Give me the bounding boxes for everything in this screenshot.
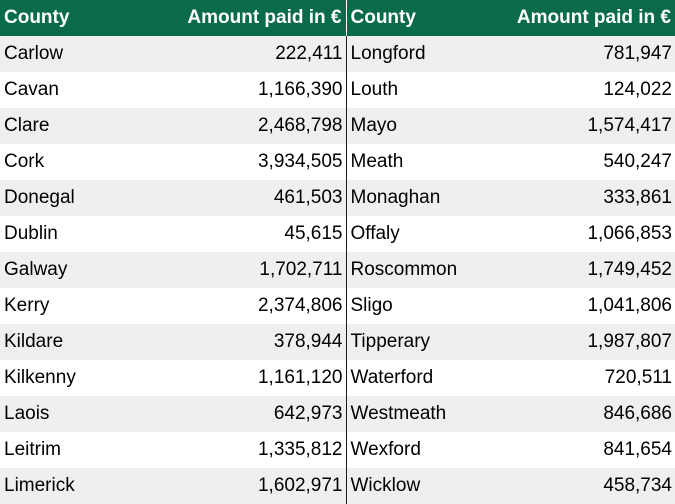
amount-cell-left: 1,335,812: [150, 432, 347, 468]
county-cell-left: Laois: [0, 396, 150, 432]
amount-cell-left: 1,166,390: [150, 72, 347, 108]
amount-column-header-right: Amount paid in €: [486, 0, 675, 36]
county-cell-right: Mayo: [346, 108, 486, 144]
amount-cell-left: 642,973: [150, 396, 347, 432]
amount-cell-left: 461,503: [150, 180, 347, 216]
amount-cell-right: 458,734: [486, 468, 675, 504]
county-cell-right: Roscommon: [346, 252, 486, 288]
amount-column-header-left: Amount paid in €: [150, 0, 347, 36]
county-cell-right: Louth: [346, 72, 486, 108]
table-row: Limerick 1,602,971 Wicklow 458,734: [0, 468, 675, 504]
table-row: Carlow 222,411 Longford 781,947: [0, 36, 675, 72]
table-row: Clare 2,468,798 Mayo 1,574,417: [0, 108, 675, 144]
amount-cell-left: 378,944: [150, 324, 347, 360]
county-cell-right: Monaghan: [346, 180, 486, 216]
table-row: Kerry 2,374,806 Sligo 1,041,806: [0, 288, 675, 324]
county-cell-left: Kilkenny: [0, 360, 150, 396]
amount-cell-right: 841,654: [486, 432, 675, 468]
amount-cell-right: 1,749,452: [486, 252, 675, 288]
amount-cell-right: 333,861: [486, 180, 675, 216]
county-cell-left: Dublin: [0, 216, 150, 252]
amount-cell-left: 222,411: [150, 36, 347, 72]
county-cell-right: Offaly: [346, 216, 486, 252]
county-cell-left: Kerry: [0, 288, 150, 324]
county-cell-right: Wicklow: [346, 468, 486, 504]
county-column-header-left: County: [0, 0, 150, 36]
amount-cell-left: 2,374,806: [150, 288, 347, 324]
county-cell-left: Kildare: [0, 324, 150, 360]
amount-cell-right: 124,022: [486, 72, 675, 108]
amount-cell-right: 846,686: [486, 396, 675, 432]
county-cell-left: Clare: [0, 108, 150, 144]
table-row: Galway 1,702,711 Roscommon 1,749,452: [0, 252, 675, 288]
table-row: Kilkenny 1,161,120 Waterford 720,511: [0, 360, 675, 396]
county-cell-right: Meath: [346, 144, 486, 180]
table-row: Dublin 45,615 Offaly 1,066,853: [0, 216, 675, 252]
county-cell-right: Wexford: [346, 432, 486, 468]
county-cell-left: Carlow: [0, 36, 150, 72]
table-row: Cavan 1,166,390 Louth 124,022: [0, 72, 675, 108]
amount-cell-left: 1,702,711: [150, 252, 347, 288]
amount-cell-right: 1,987,807: [486, 324, 675, 360]
county-cell-right: Waterford: [346, 360, 486, 396]
county-cell-left: Galway: [0, 252, 150, 288]
county-cell-left: Leitrim: [0, 432, 150, 468]
header-row: County Amount paid in € County Amount pa…: [0, 0, 675, 36]
table-row: Cork 3,934,505 Meath 540,247: [0, 144, 675, 180]
table-row: Laois 642,973 Westmeath 846,686: [0, 396, 675, 432]
county-column-header-right: County: [346, 0, 486, 36]
amount-cell-right: 781,947: [486, 36, 675, 72]
county-cell-left: Cork: [0, 144, 150, 180]
amount-cell-right: 1,041,806: [486, 288, 675, 324]
table-row: Donegal 461,503 Monaghan 333,861: [0, 180, 675, 216]
table-row: Leitrim 1,335,812 Wexford 841,654: [0, 432, 675, 468]
county-cell-right: Sligo: [346, 288, 486, 324]
amount-cell-left: 2,468,798: [150, 108, 347, 144]
amount-cell-left: 1,602,971: [150, 468, 347, 504]
amount-cell-right: 1,066,853: [486, 216, 675, 252]
amount-cell-left: 3,934,505: [150, 144, 347, 180]
table-row: Kildare 378,944 Tipperary 1,987,807: [0, 324, 675, 360]
county-cell-right: Tipperary: [346, 324, 486, 360]
county-cell-right: Longford: [346, 36, 486, 72]
county-cell-left: Donegal: [0, 180, 150, 216]
amount-cell-left: 45,615: [150, 216, 347, 252]
county-cell-left: Limerick: [0, 468, 150, 504]
county-cell-left: Cavan: [0, 72, 150, 108]
table-body: Carlow 222,411 Longford 781,947 Cavan 1,166,3…: [0, 36, 675, 504]
amount-cell-left: 1,161,120: [150, 360, 347, 396]
county-cell-right: Westmeath: [346, 396, 486, 432]
amount-cell-right: 540,247: [486, 144, 675, 180]
amount-cell-right: 1,574,417: [486, 108, 675, 144]
amount-cell-right: 720,511: [486, 360, 675, 396]
